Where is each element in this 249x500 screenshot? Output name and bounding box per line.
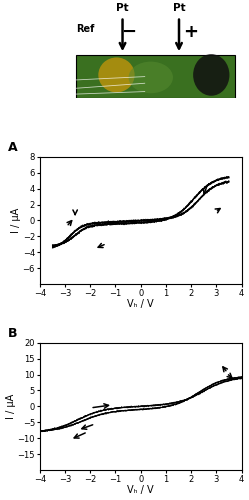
Ellipse shape — [128, 62, 173, 93]
Text: B: B — [7, 327, 17, 340]
Ellipse shape — [193, 54, 229, 96]
X-axis label: Vₕ / V: Vₕ / V — [127, 300, 154, 310]
Text: +: + — [184, 22, 199, 40]
Bar — [76, 55, 236, 98]
Text: A: A — [7, 142, 17, 154]
Text: Pt: Pt — [116, 2, 129, 12]
Ellipse shape — [98, 58, 135, 92]
Text: Ref: Ref — [76, 24, 94, 34]
Y-axis label: I / μA: I / μA — [6, 394, 16, 419]
Text: Pt: Pt — [173, 2, 185, 12]
X-axis label: Vₕ / V: Vₕ / V — [127, 485, 154, 495]
Text: −: − — [121, 22, 136, 40]
Y-axis label: I / μA: I / μA — [11, 208, 21, 233]
